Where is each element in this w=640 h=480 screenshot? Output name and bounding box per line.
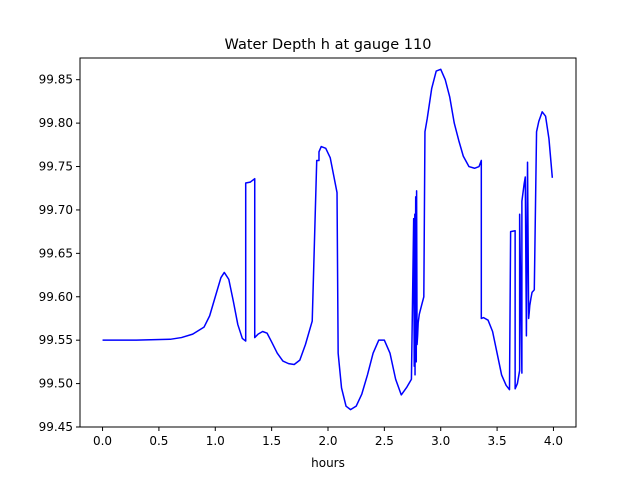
x-tick-label: 1.0: [206, 434, 225, 448]
x-tick-label: 0.0: [93, 434, 112, 448]
y-tick-label: 99.55: [39, 333, 73, 347]
y-tick-label: 99.80: [39, 116, 73, 130]
y-tick-label: 99.70: [39, 203, 73, 217]
x-tick-label: 0.5: [149, 434, 168, 448]
x-tick-label: 1.5: [262, 434, 281, 448]
y-tick-label: 99.60: [39, 290, 73, 304]
x-tick-label: 3.0: [431, 434, 450, 448]
x-tick-label: 2.5: [375, 434, 394, 448]
y-tick-label: 99.45: [39, 420, 73, 434]
y-tick-label: 99.65: [39, 246, 73, 260]
chart-title: Water Depth h at gauge 110: [225, 37, 432, 53]
x-tick-label: 2.0: [318, 434, 337, 448]
x-axis-label: hours: [311, 456, 345, 470]
x-tick-label: 3.5: [488, 434, 507, 448]
y-tick-label: 99.50: [39, 377, 73, 391]
x-tick-label: 4.0: [544, 434, 563, 448]
y-tick-label: 99.85: [39, 73, 73, 87]
series-line-0: [102, 68, 554, 411]
plot-area: 0.0 0.5 1.0 1.5 2.0 2.5 3.0 3.5 4.0 99.45 99.50 99.…: [39, 57, 577, 448]
y-tick-label: 99.75: [39, 160, 73, 174]
